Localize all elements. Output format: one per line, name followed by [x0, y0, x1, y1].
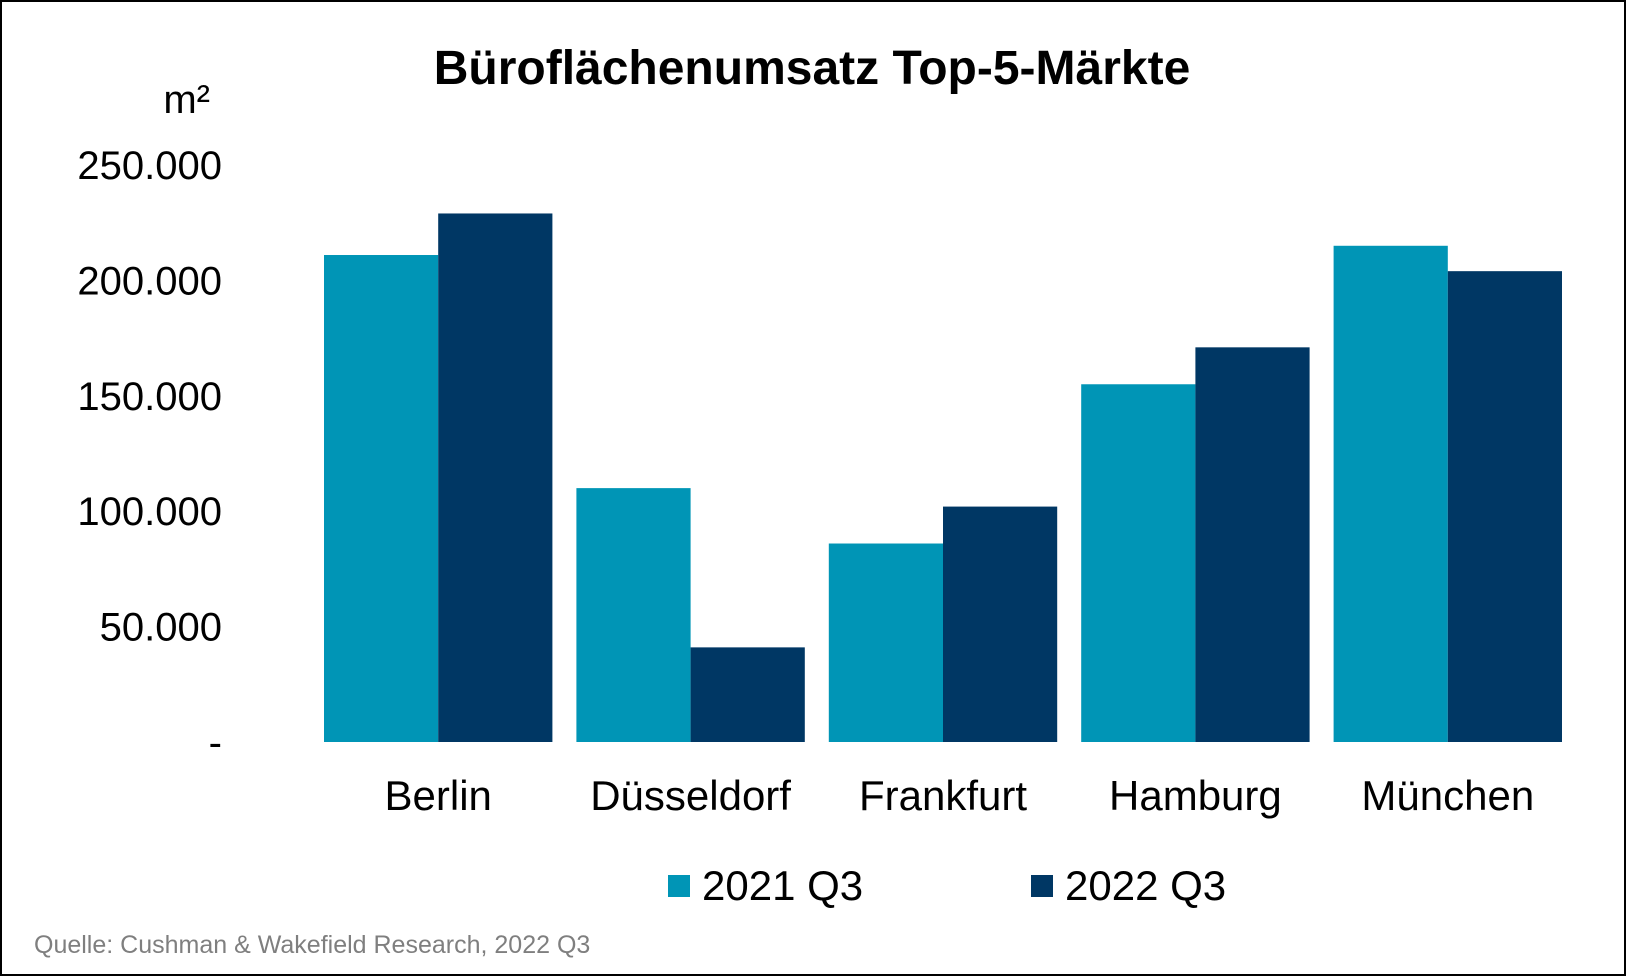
y-tick-label: 200.000	[77, 259, 222, 303]
y-tick-label: -	[209, 721, 222, 765]
x-tick-label: Düsseldorf	[590, 772, 791, 819]
legend-label: 2021 Q3	[702, 862, 863, 909]
bar-hamburg-2021-q3	[1081, 384, 1196, 742]
bar-frankfurt-2022-q3	[943, 506, 1058, 742]
bar-münchen-2022-q3	[1447, 271, 1562, 742]
x-tick-label: Berlin	[385, 772, 492, 819]
legend-swatch	[668, 875, 690, 897]
y-tick-label: 100.000	[77, 490, 222, 534]
bar-frankfurt-2021-q3	[828, 543, 943, 742]
bar-münchen-2021-q3	[1333, 245, 1448, 742]
x-tick-label: München	[1361, 772, 1534, 819]
x-tick-label: Frankfurt	[859, 772, 1027, 819]
legend-label: 2022 Q3	[1065, 862, 1226, 909]
x-axis-ticks: Berlin Düsseldorf Frankfurt Hamburg München	[385, 772, 1535, 819]
bar-berlin-2021-q3	[324, 255, 439, 742]
legend: 2021 Q3 2022 Q3	[668, 862, 1226, 909]
bar-berlin-2022-q3	[438, 213, 553, 742]
source-note: Quelle: Cushman & Wakefield Research, 20…	[34, 931, 590, 959]
legend-swatch	[1031, 875, 1053, 897]
y-tick-label: 250.000	[77, 144, 222, 188]
bar-düsseldorf-2022-q3	[690, 647, 805, 742]
x-tick-label: Hamburg	[1109, 772, 1282, 819]
y-tick-label: 50.000	[100, 606, 222, 650]
chart-title: Büroflächenumsatz Top-5-Märkte	[434, 42, 1191, 95]
bar-hamburg-2022-q3	[1195, 347, 1310, 742]
y-axis-unit-label: m²	[163, 78, 210, 122]
y-axis-ticks: - 50.000 100.000 150.000 200.000 250.000	[77, 144, 222, 765]
y-tick-label: 150.000	[77, 375, 222, 419]
bar-düsseldorf-2021-q3	[576, 488, 691, 742]
bars-group	[324, 213, 1562, 742]
